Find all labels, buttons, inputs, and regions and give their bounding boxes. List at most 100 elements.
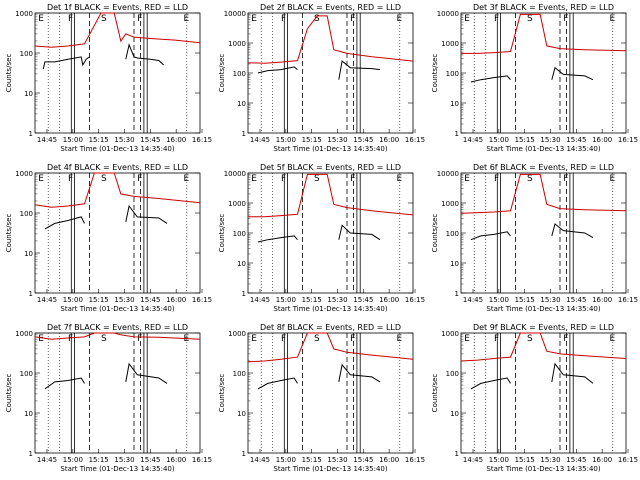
y-tick-label: 100	[446, 70, 459, 78]
x-tick-label: 16:00	[166, 136, 186, 144]
flag-label: F	[137, 174, 142, 184]
flag-label: S	[527, 174, 533, 184]
series-lld	[34, 12, 201, 48]
y-tick-label: 1000	[15, 10, 33, 18]
x-tick-label: 15:30	[114, 456, 134, 464]
flag-label: E	[610, 174, 616, 184]
y-tick-label: 10	[237, 260, 246, 268]
flag-label: F	[350, 174, 355, 184]
x-tick-label: 15:15	[515, 136, 535, 144]
y-axis-label: Counts/sec	[5, 54, 13, 93]
x-tick-label: 15:45	[566, 296, 586, 304]
y-tick-label: 100	[446, 230, 459, 238]
y-axis-label: Counts/sec	[431, 214, 439, 253]
x-tick-label: 15:45	[566, 136, 586, 144]
x-tick-label: 14:45	[463, 456, 483, 464]
series-events	[44, 362, 168, 390]
y-tick-label: 1	[29, 290, 33, 298]
flag-label: F	[494, 14, 499, 24]
x-tick-label: 16:00	[379, 456, 399, 464]
panel-title: Det 8f BLACK = Events, RED = LLD	[260, 323, 401, 332]
panel-det-7: Det 7f BLACK = Events, RED = LLD 1 10 100 10…	[5, 323, 212, 473]
x-tick-label: 15:00	[276, 296, 296, 304]
flag-label: F	[68, 174, 73, 184]
flag-label: S	[101, 14, 107, 24]
x-tick-label: 14:45	[463, 136, 483, 144]
panel-det-6: Det 6f BLACK = Events, RED = LLD 1 10 100 10…	[431, 163, 638, 313]
y-tick-label: 10	[24, 410, 33, 418]
panel-det-4: Det 4f BLACK = Events, RED = LLD 1 10 100 10…	[5, 163, 212, 313]
y-tick-label: 1	[242, 290, 246, 298]
y-tick-label: 10	[450, 410, 459, 418]
x-tick-label: 15:45	[353, 136, 373, 144]
y-tick-label: 10	[237, 410, 246, 418]
x-axis-label: Start Time (01-Dec-13 14:35:40)	[273, 145, 387, 153]
x-axis-label: Start Time (01-Dec-13 14:35:40)	[60, 465, 174, 473]
y-tick-label: 100	[20, 50, 33, 58]
y-tick-label: 1	[242, 130, 246, 138]
x-tick-label: 16:15	[192, 296, 212, 304]
panel-det-8: Det 8f BLACK = Events, RED = LLD 1 10 100 10…	[218, 323, 425, 473]
y-tick-label: 1000	[228, 200, 246, 208]
series-events	[470, 223, 594, 241]
flag-label: S	[314, 334, 320, 344]
flag-label: E	[397, 14, 403, 24]
panel-title: Det 7f BLACK = Events, RED = LLD	[47, 323, 188, 332]
x-tick-label: 16:00	[379, 296, 399, 304]
x-tick-label: 16:15	[618, 136, 638, 144]
y-axis-label: Counts/sec	[218, 374, 226, 413]
flag-label: E	[38, 174, 44, 184]
y-tick-label: 100	[233, 370, 246, 378]
plot-frame	[460, 332, 627, 454]
panel-det-9: Det 9f BLACK = Events, RED = LLD 1 10 100 10…	[431, 323, 638, 473]
y-tick-label: 100	[233, 70, 246, 78]
y-tick-label: 1	[242, 450, 246, 458]
series-events	[470, 362, 594, 390]
x-tick-label: 15:15	[302, 456, 322, 464]
x-axis-label: Start Time (01-Dec-13 14:35:40)	[273, 305, 387, 313]
y-tick-label: 10	[24, 90, 33, 98]
x-tick-label: 15:15	[515, 456, 535, 464]
x-tick-label: 16:15	[405, 296, 425, 304]
series-events	[257, 224, 381, 243]
series-lld	[248, 173, 414, 218]
flag-label: E	[38, 14, 44, 24]
x-axis-label: Start Time (01-Dec-13 14:35:40)	[486, 305, 600, 313]
x-tick-label: 15:45	[353, 296, 373, 304]
y-axis-label: Counts/sec	[218, 54, 226, 93]
panel-det-1: Det 1f BLACK = Events, RED = LLD 1 10 100 10…	[5, 3, 212, 153]
flag-label: F	[281, 14, 286, 24]
x-tick-label: 16:00	[166, 456, 186, 464]
x-axis-label: Start Time (01-Dec-13 14:35:40)	[486, 465, 600, 473]
y-axis-label: Counts/sec	[5, 214, 13, 253]
x-tick-label: 14:45	[250, 296, 270, 304]
flag-label: E	[464, 14, 470, 24]
y-tick-label: 100	[446, 370, 459, 378]
panel-title: Det 6f BLACK = Events, RED = LLD	[473, 163, 614, 172]
flag-label: E	[251, 14, 257, 24]
y-tick-label: 1	[29, 130, 33, 138]
y-tick-label: 10000	[437, 170, 459, 178]
panel-det-3: Det 3f BLACK = Events, RED = LLD 1 10 100 10…	[431, 3, 638, 153]
flag-label: E	[251, 334, 257, 344]
x-tick-label: 15:15	[302, 136, 322, 144]
x-tick-label: 16:15	[192, 136, 212, 144]
y-tick-label: 1000	[15, 170, 33, 178]
x-tick-label: 15:00	[63, 296, 83, 304]
series-lld	[34, 332, 201, 340]
y-tick-label: 1	[455, 450, 459, 458]
flag-label: F	[281, 334, 286, 344]
y-tick-label: 100	[233, 230, 246, 238]
y-tick-label: 10	[237, 100, 246, 108]
y-axis-label: Counts/sec	[431, 374, 439, 413]
x-tick-label: 15:45	[353, 456, 373, 464]
flag-label: F	[68, 14, 73, 24]
y-tick-label: 1000	[441, 40, 459, 48]
flag-label: E	[610, 14, 616, 24]
x-tick-label: 14:45	[463, 296, 483, 304]
flag-label: E	[251, 174, 257, 184]
series-events	[257, 60, 381, 80]
y-tick-label: 1	[455, 290, 459, 298]
x-tick-label: 15:45	[566, 456, 586, 464]
